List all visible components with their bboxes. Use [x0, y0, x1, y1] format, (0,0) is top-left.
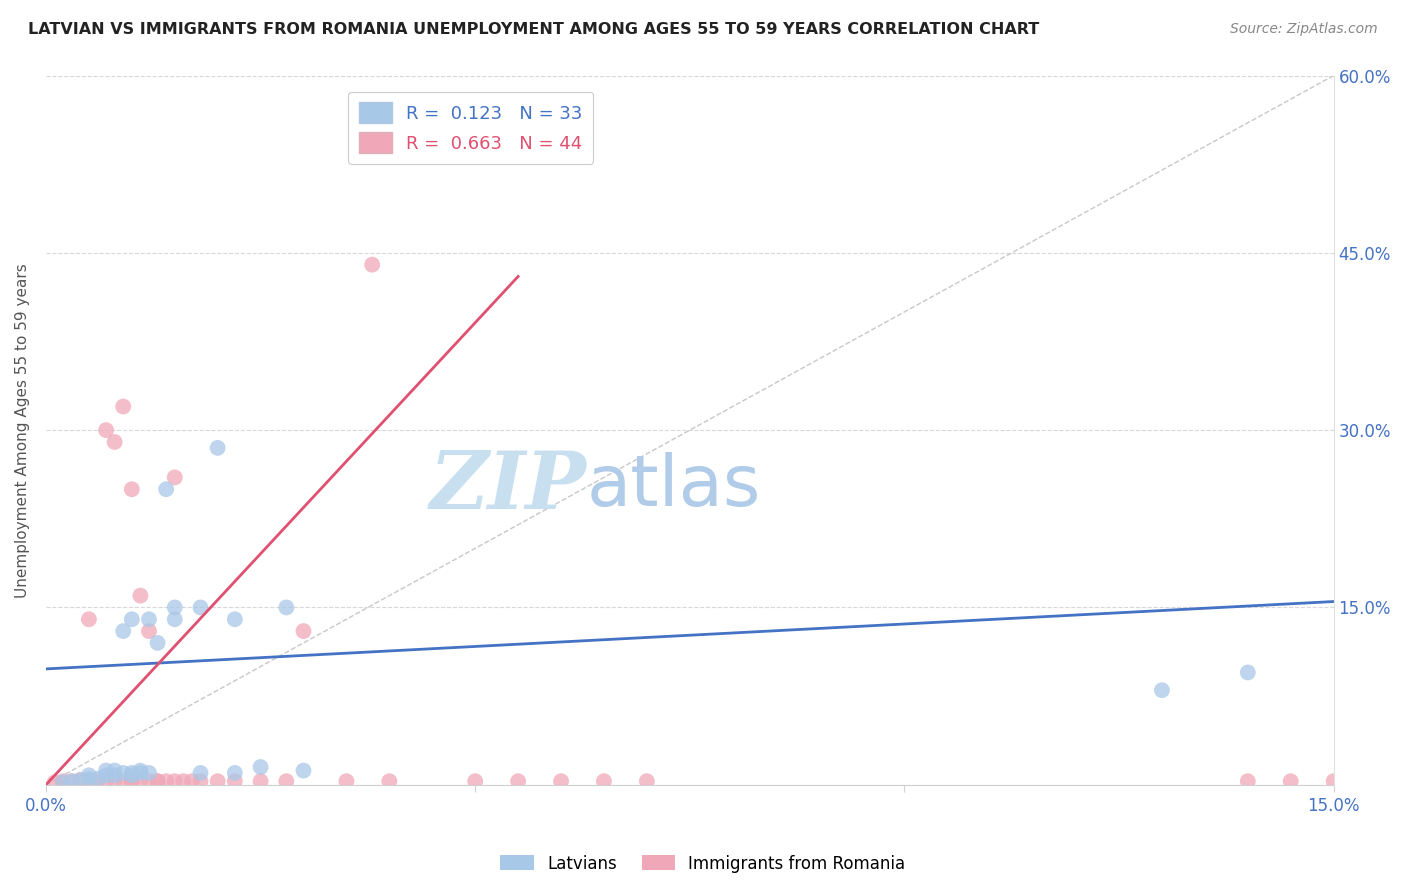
Point [146, 774, 169, 789]
Point [163, 612, 186, 626]
Point [378, 774, 401, 789]
Point [508, 774, 530, 789]
Point [180, 774, 202, 789]
Point [276, 774, 298, 789]
Point [77, 612, 100, 626]
Point [550, 774, 572, 789]
Point [86, 774, 108, 789]
Point [249, 774, 271, 789]
Point [129, 774, 152, 789]
Point [1279, 774, 1302, 789]
Point [129, 764, 152, 778]
Point [207, 441, 229, 455]
Point [104, 434, 127, 449]
Point [138, 766, 160, 780]
Text: LATVIAN VS IMMIGRANTS FROM ROMANIA UNEMPLOYMENT AMONG AGES 55 TO 59 YEARS CORREL: LATVIAN VS IMMIGRANTS FROM ROMANIA UNEMP… [28, 22, 1039, 37]
Point [190, 774, 212, 789]
Point [138, 774, 160, 789]
Point [224, 766, 246, 780]
Point [77, 774, 100, 789]
Point [129, 766, 152, 780]
Point [292, 764, 315, 778]
Point [190, 766, 212, 780]
Point [636, 774, 658, 789]
Point [94, 764, 117, 778]
Point [77, 772, 100, 786]
Point [112, 400, 135, 414]
Point [172, 774, 194, 789]
Point [112, 766, 135, 780]
Text: Source: ZipAtlas.com: Source: ZipAtlas.com [1230, 22, 1378, 37]
Point [129, 589, 152, 603]
Point [155, 774, 177, 789]
Point [112, 624, 135, 638]
Point [361, 258, 384, 272]
Point [44, 775, 66, 789]
Point [1236, 665, 1258, 680]
Point [112, 774, 135, 789]
Point [94, 423, 117, 437]
Point [104, 774, 127, 789]
Point [276, 600, 298, 615]
Legend: Latvians, Immigrants from Romania: Latvians, Immigrants from Romania [494, 848, 912, 880]
Point [292, 624, 315, 638]
Point [1236, 774, 1258, 789]
Text: ZIP: ZIP [430, 448, 586, 525]
Point [146, 774, 169, 789]
Point [52, 774, 75, 789]
Point [138, 612, 160, 626]
Point [52, 775, 75, 789]
Point [60, 774, 83, 789]
Point [104, 764, 127, 778]
Point [121, 482, 143, 496]
Point [121, 774, 143, 789]
Point [77, 768, 100, 782]
Point [464, 774, 486, 789]
Point [155, 482, 177, 496]
Point [121, 612, 143, 626]
Point [190, 600, 212, 615]
Point [1323, 774, 1346, 789]
Point [335, 774, 357, 789]
Point [163, 600, 186, 615]
Point [249, 760, 271, 774]
Point [163, 470, 186, 484]
Text: atlas: atlas [586, 452, 761, 522]
Point [86, 772, 108, 786]
Point [593, 774, 616, 789]
Point [121, 766, 143, 780]
Point [94, 768, 117, 782]
Point [94, 774, 117, 789]
Y-axis label: Unemployment Among Ages 55 to 59 years: Unemployment Among Ages 55 to 59 years [15, 263, 30, 598]
Point [1150, 683, 1173, 698]
Point [146, 636, 169, 650]
Point [224, 774, 246, 789]
Point [224, 612, 246, 626]
Point [60, 774, 83, 789]
Point [69, 772, 91, 787]
Point [121, 774, 143, 789]
Legend: R =  0.123   N = 33, R =  0.663   N = 44: R = 0.123 N = 33, R = 0.663 N = 44 [349, 92, 593, 164]
Point [163, 774, 186, 789]
Point [207, 774, 229, 789]
Point [138, 624, 160, 638]
Point [104, 768, 127, 782]
Point [121, 768, 143, 782]
Point [69, 772, 91, 787]
